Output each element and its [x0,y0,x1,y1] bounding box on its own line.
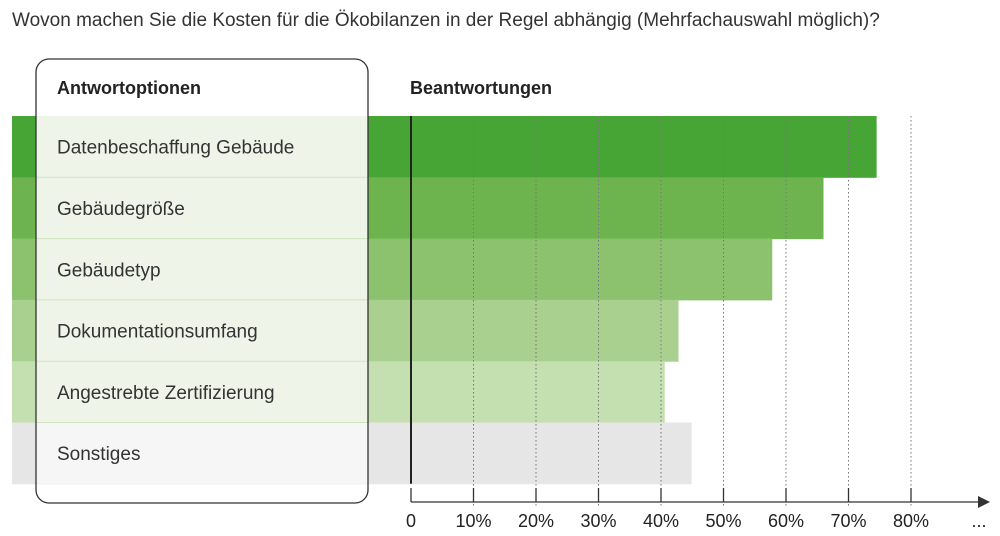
x-tick-label-30: 30% [580,511,616,531]
label-cell-5 [36,361,368,423]
x-axis-arrow [978,496,990,508]
x-tick-label-20: 20% [518,511,554,531]
category-label-4: Dokumentationsumfang [57,322,258,343]
x-tick-label-0: 0 [406,511,416,531]
label-cell-2 [36,177,368,239]
x-tick-label-70: 70% [830,511,866,531]
header-responses: Beantwortungen [410,78,552,98]
x-axis: 0 10% 20% 30% 40% 50% 60% 70% 80%... [406,116,990,531]
label-cell-1 [36,116,368,178]
category-label-6: Sonstiges [57,444,140,465]
category-label-3: Gebäudetyp [57,260,161,281]
x-tick-label-10: 10% [455,511,491,531]
x-tick-label-60: 60% [768,511,804,531]
category-label-5: Angestrebte Zertifizierung [57,383,275,404]
x-tick-label-more: ... [971,511,986,531]
category-label-2: Gebäudegröße [57,199,185,220]
chart-title: Wovon machen Sie die Kosten für die Ökob… [12,10,880,31]
category-label-1: Datenbeschaffung Gebäude [57,138,294,159]
label-cell-3 [36,238,368,300]
grid-layer [473,116,912,506]
label-cell-6 [36,422,368,484]
label-column: Datenbeschaffung Gebäude Gebäudegröße Gebä… [35,58,369,504]
x-tick-label-80: 80% [893,511,929,531]
label-cell-4 [36,299,368,362]
header-answer-options: Antwortoptionen [57,78,201,98]
x-tick-label-50: 50% [705,511,741,531]
x-tick-label-40: 40% [643,511,679,531]
label-column-frame [35,58,369,504]
